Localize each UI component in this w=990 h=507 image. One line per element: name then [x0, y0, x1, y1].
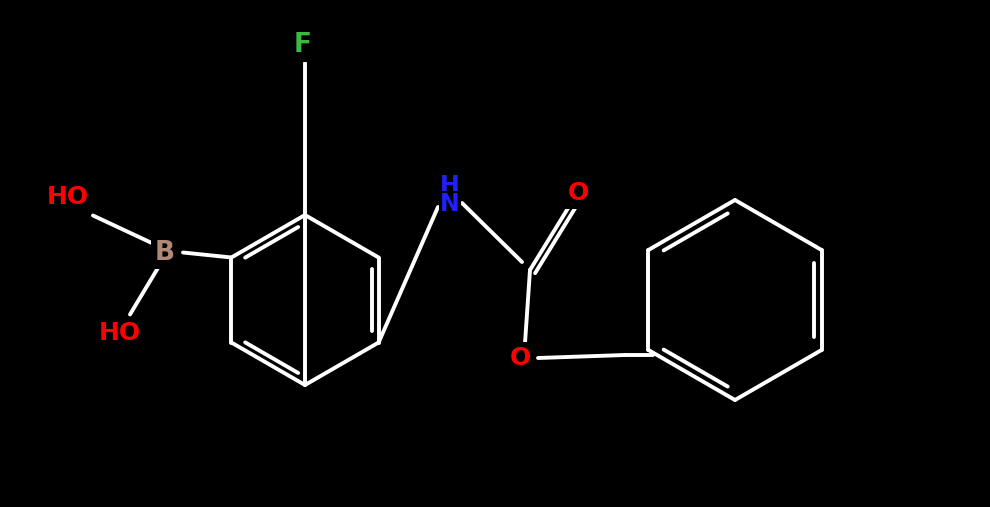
Text: O: O — [567, 181, 589, 205]
Text: H: H — [441, 174, 460, 198]
Text: H: H — [441, 174, 460, 198]
Text: N: N — [441, 192, 460, 216]
Text: HO: HO — [99, 320, 141, 344]
Text: F: F — [294, 32, 312, 58]
Text: B: B — [155, 239, 175, 266]
Text: HO: HO — [47, 186, 89, 209]
Text: N: N — [441, 192, 460, 216]
Text: O: O — [510, 346, 531, 370]
